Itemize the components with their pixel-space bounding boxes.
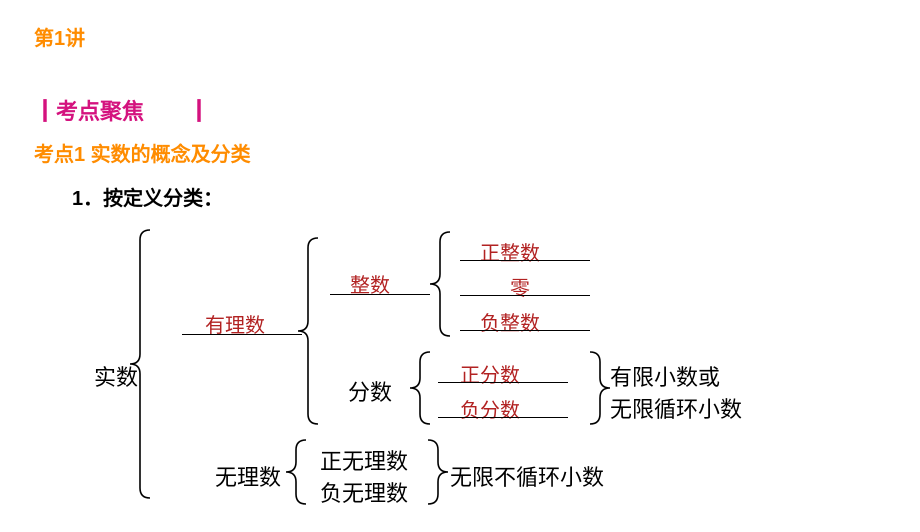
brace-4	[590, 352, 614, 424]
node-zero_u: 零	[510, 272, 530, 301]
node-infloop: 无限循环小数	[610, 392, 742, 424]
node-finite: 有限小数或	[610, 360, 720, 392]
underline-zero_u	[460, 295, 590, 296]
node-posirr: 正无理数	[320, 444, 408, 476]
underline-negfrac_u	[438, 417, 568, 418]
section-title: 1．按定义分类：	[72, 182, 223, 211]
underline-posfrac_u	[438, 382, 568, 383]
brace-6	[428, 440, 452, 504]
brace-2	[440, 232, 464, 336]
underline-negint_u	[460, 330, 590, 331]
brace-1	[308, 238, 332, 424]
brace-0	[140, 230, 164, 498]
brace-3	[420, 352, 444, 424]
node-infnoloop: 无限不循环小数	[450, 460, 604, 492]
node-negint_u: 负整数	[480, 307, 540, 336]
node-negfrac_u: 负分数	[460, 394, 520, 423]
node-negirr: 负无理数	[320, 476, 408, 508]
underline-rational_u	[182, 334, 302, 335]
underline-posint_u	[460, 260, 590, 261]
underline-integer_u	[330, 294, 430, 295]
node-posfrac_u: 正分数	[460, 359, 520, 388]
node-posint_u: 正整数	[480, 237, 540, 266]
node-fraction: 分数	[348, 375, 392, 407]
brace-5	[296, 440, 320, 504]
node-irrational: 无理数	[215, 460, 281, 492]
point-title: 考点1 实数的概念及分类	[34, 138, 251, 167]
lecture-label: 第1讲	[34, 22, 85, 51]
focus-title: ┃考点聚焦 ┃	[34, 94, 210, 126]
